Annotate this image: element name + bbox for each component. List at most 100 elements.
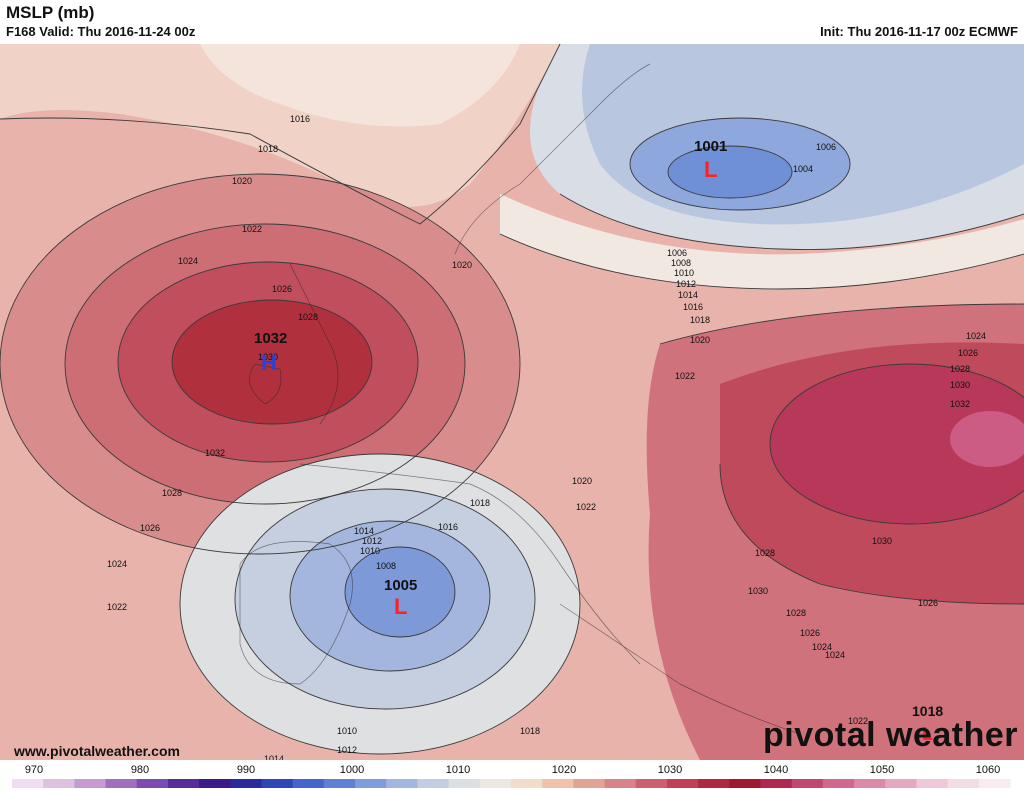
colorbar-swatch [573, 779, 606, 788]
colorbar-swatch [136, 779, 169, 788]
init-time: Init: Thu 2016-11-17 00z ECMWF [820, 24, 1018, 39]
isobar-label: 1030 [748, 586, 768, 596]
colorbar-swatch [355, 779, 387, 788]
colorbar-swatch [167, 779, 200, 788]
colorbar-swatch [729, 779, 761, 788]
isobar-label: 1026 [272, 284, 292, 294]
header-bar: MSLP (mb) F168 Valid: Thu 2016-11-24 00z… [0, 0, 1024, 44]
colorbar-tick-label: 970 [25, 764, 43, 776]
colorbar-tick-label: 1060 [976, 764, 1000, 776]
isobar-label: 1020 [572, 476, 592, 486]
colorbar-swatch [12, 779, 44, 788]
brand-logo: pivotal weather [762, 716, 1018, 754]
colorbar-swatch [105, 779, 138, 788]
isobar-label: 1022 [242, 224, 262, 234]
colorbar-swatch [261, 779, 294, 788]
isobar-label: 1008 [376, 561, 396, 571]
colorbar-swatch [448, 779, 481, 788]
colorbar-tick-label: 980 [131, 764, 149, 776]
colorbar-swatch [698, 779, 730, 788]
colorbar-tick-label: 1030 [658, 764, 682, 776]
colorbar-swatch [386, 779, 418, 788]
colorbar-swatch [885, 779, 917, 788]
isobar-label: 1012 [676, 279, 696, 289]
isobars [0, 43, 1024, 755]
isobar-label: 1024 [107, 559, 127, 569]
colorbar-swatch [292, 779, 325, 788]
pressure-centers: 1032 H 1001 L 1005 L 1018 L [254, 138, 943, 744]
isobar-label: 1016 [438, 522, 458, 532]
isobar-label: 1010 [337, 726, 357, 736]
colorbar-swatch [511, 779, 543, 788]
scandinavia-low-core [668, 146, 792, 198]
isobar-label: 1026 [140, 523, 160, 533]
colorbar-tick-label: 1040 [764, 764, 788, 776]
high-value: 1032 [254, 330, 287, 347]
isobar-label: 1012 [362, 536, 382, 546]
baltic-neutral-band [500, 194, 1024, 289]
isobar-label: 1020 [690, 335, 710, 345]
isobar-label: 1028 [755, 548, 775, 558]
pressure-map: 1016 1018 1020 1022 1024 1026 1028 1030 … [0, 43, 1024, 764]
colorbar-swatch [635, 779, 668, 788]
isobar-label: 1024 [966, 331, 986, 341]
isobar-label: 1028 [786, 608, 806, 618]
valid-time: F168 Valid: Thu 2016-11-24 00z [6, 24, 196, 39]
isobar-label: 1014 [354, 526, 374, 536]
isobar-label: 1018 [470, 498, 490, 508]
colorbar-swatch [479, 779, 512, 788]
isobar-label: 1030 [258, 352, 278, 362]
colorbar-swatch [199, 779, 231, 788]
colorbar-swatch [916, 779, 949, 788]
colorbar-swatch [230, 779, 262, 788]
colorbar-swatch [74, 779, 107, 788]
colorbar-tick-label: 1020 [552, 764, 576, 776]
isobar-label: 1028 [950, 364, 970, 374]
low-center-marker-scandinavia: L [704, 157, 717, 182]
isobar-label: 1032 [205, 448, 225, 458]
isobar-label: 1012 [337, 745, 357, 755]
colorbar-swatch [666, 779, 699, 788]
isobar-label: 1014 [264, 754, 284, 760]
isobar-label: 1020 [232, 176, 252, 186]
high-center-marker: H [261, 350, 277, 375]
isobar-label: 1018 [690, 315, 710, 325]
isobar-label: 1026 [958, 348, 978, 358]
map-canvas: 1016 1018 1020 1022 1024 1026 1028 1030 … [0, 43, 1024, 764]
site-url: www.pivotalweather.com [14, 743, 180, 759]
isobar-label: 1030 [950, 380, 970, 390]
low-value-turkey: 1018 [912, 703, 943, 719]
colorbar-swatch [978, 779, 1011, 788]
nw-band-inner [200, 44, 520, 127]
isobar-label: 1004 [793, 164, 813, 174]
isobar-label: 1032 [950, 399, 970, 409]
isobar-label: 1016 [290, 114, 310, 124]
colorbar-swatch [947, 779, 980, 788]
colorbar-tick-label: 1050 [870, 764, 894, 776]
colorbar-swatch [417, 779, 450, 788]
colorbar-swatch [822, 779, 855, 788]
isobar-label-layer: 1016 1018 1020 1022 1024 1026 1028 1030 … [107, 114, 986, 764]
chart-title: MSLP (mb) [6, 3, 95, 22]
isobar-label: 1024 [178, 256, 198, 266]
colorbar-tick-label: 990 [237, 764, 255, 776]
low-value-iberia: 1005 [384, 577, 417, 594]
isobar-label: 1026 [800, 628, 820, 638]
colorbar-tick-label: 1000 [340, 764, 364, 776]
isobar-label: 1022 [107, 602, 127, 612]
colorbar-swatch [791, 779, 824, 788]
low-center-marker-iberia: L [394, 594, 407, 619]
colorbar: 970 980 990 1000 1010 1020 1030 1040 1050 1060 [0, 760, 1024, 791]
isobar-label: 1022 [675, 371, 695, 381]
isobar-label: 1006 [816, 142, 836, 152]
isobar-label: 1006 [667, 248, 687, 258]
eastern-high-peak [950, 411, 1024, 467]
isobar-label: 1022 [848, 716, 868, 726]
isobar-label: 1024 [825, 650, 845, 660]
colorbar-canvas: 970 980 990 1000 1010 1020 1030 1040 1050 1060 [12, 764, 1011, 788]
colorbar-swatch [323, 779, 356, 788]
colorbar-swatch [760, 779, 793, 788]
atlantic-high-core [172, 300, 372, 424]
isobar-label: 1018 [520, 726, 540, 736]
colorbar-swatch [43, 779, 75, 788]
